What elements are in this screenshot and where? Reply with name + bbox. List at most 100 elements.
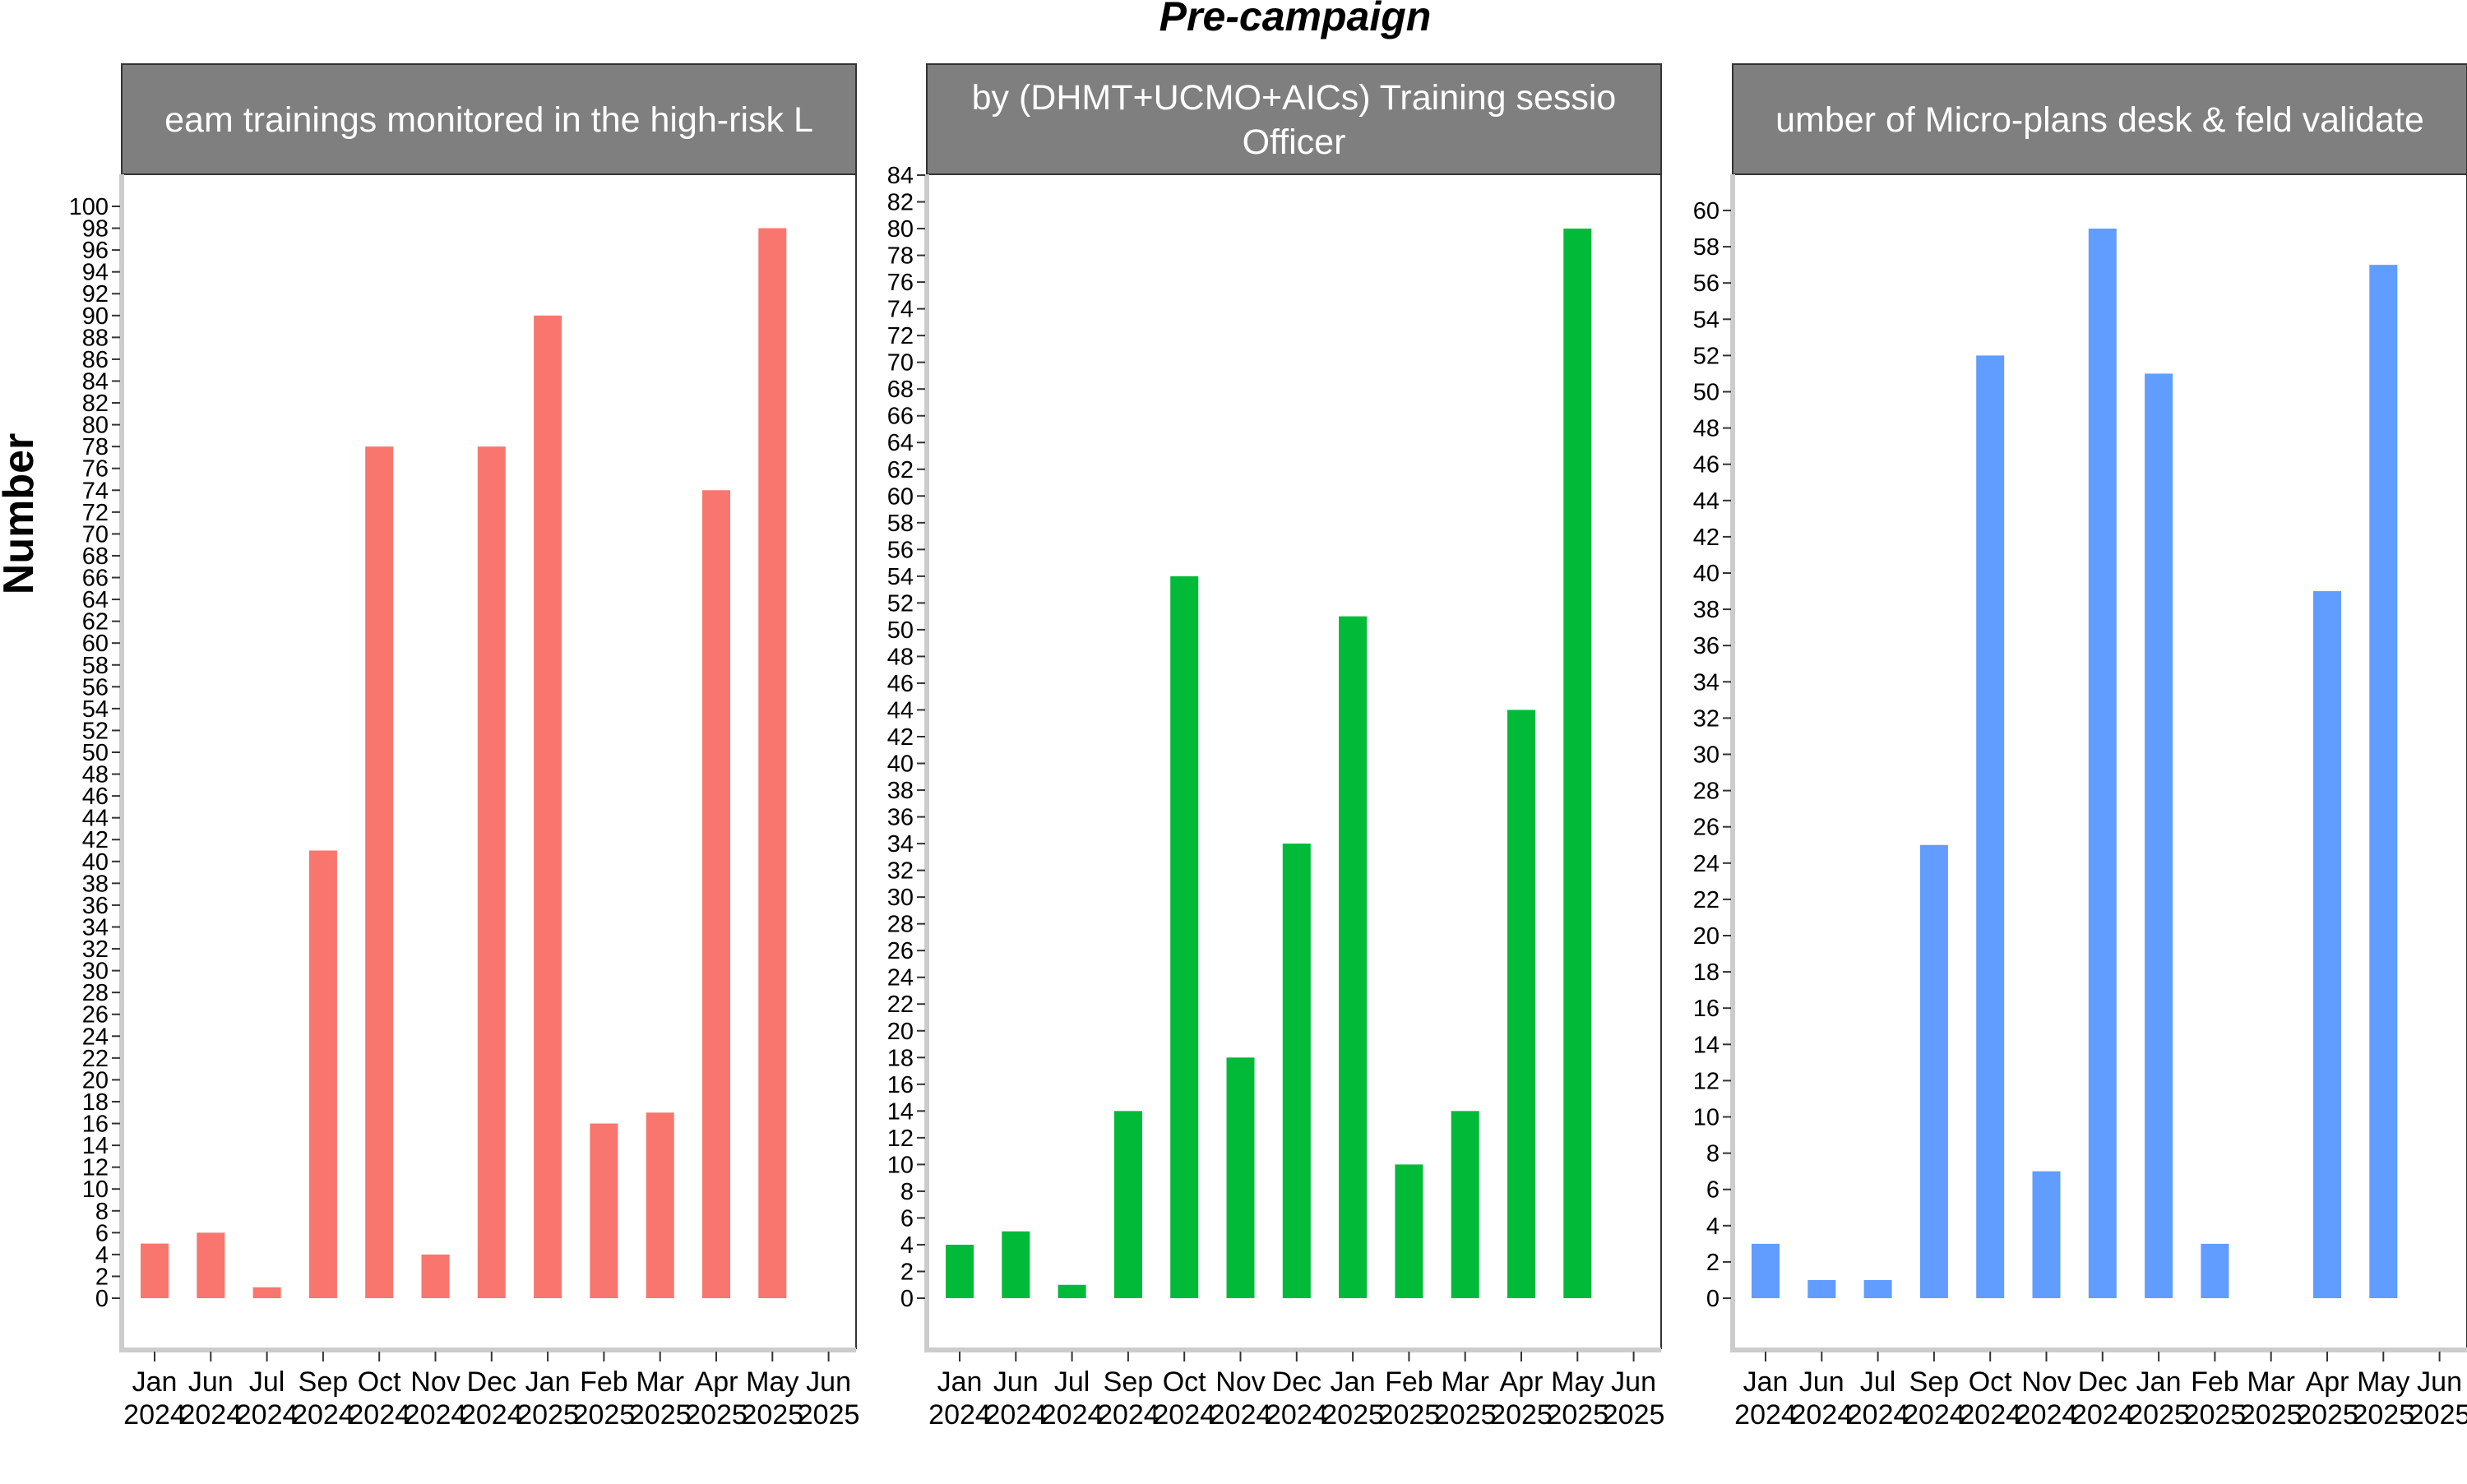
x-tick-label-year: 2024 [1153, 1399, 1215, 1431]
y-tick-label: 42 [82, 827, 109, 853]
y-tick-label: 40 [887, 751, 914, 778]
x-tick-label-month: Jan [2136, 1366, 2182, 1398]
bar-mar-2025 [1451, 1111, 1479, 1298]
y-tick-label: 68 [82, 543, 109, 570]
y-tick-label: 10 [887, 1152, 914, 1178]
bar-apr-2025 [1507, 710, 1535, 1298]
y-tick-label: 0 [95, 1286, 109, 1312]
bar-feb-2025 [1395, 1164, 1423, 1298]
y-tick-label: 28 [887, 912, 914, 938]
y-tick-label: 6 [95, 1220, 109, 1246]
x-tick-label-month: Nov [410, 1366, 460, 1398]
x-tick-label-year: 2025 [2352, 1399, 2414, 1431]
bar-jul-2024 [1058, 1284, 1086, 1298]
y-tick-label: 96 [82, 238, 109, 264]
x-tick-label-month: Dec [1272, 1366, 1321, 1398]
y-tick-label: 6 [900, 1205, 914, 1232]
x-tick-label-year: 2024 [1210, 1399, 1272, 1431]
y-tick-label: 78 [887, 243, 914, 270]
y-tick-label: 34 [887, 831, 914, 858]
x-tick-label-year: 2024 [1790, 1399, 1853, 1431]
y-tick-label: 50 [82, 740, 109, 766]
y-tick-label: 10 [1693, 1105, 1719, 1131]
y-tick-label: 46 [82, 784, 109, 810]
facet-strip-label: Officer [1243, 123, 1346, 162]
bar-sep-2024 [1113, 1111, 1142, 1298]
y-tick-label: 16 [1693, 996, 1719, 1022]
bar-nov-2024 [421, 1254, 450, 1298]
x-tick-label-year: 2025 [1490, 1399, 1553, 1431]
bar-jan-2025 [2145, 373, 2173, 1299]
y-tick-label: 22 [887, 992, 914, 1018]
y-tick-label: 74 [887, 297, 914, 323]
y-tick-label: 80 [887, 216, 914, 243]
y-tick-label: 54 [887, 564, 914, 590]
x-tick-label-month: Jun [993, 1366, 1039, 1398]
bar-nov-2024 [1226, 1057, 1255, 1298]
facet-panels: eam trainings monitored in the high-risk… [69, 63, 2467, 1431]
y-tick-label: 48 [887, 644, 914, 670]
bar-apr-2025 [702, 490, 730, 1298]
x-tick-label-month: Jan [1743, 1366, 1789, 1398]
y-tick-label: 60 [82, 631, 109, 657]
y-tick-label: 46 [887, 671, 914, 697]
x-tick-label-year: 2024 [348, 1399, 410, 1431]
y-tick-label: 52 [887, 590, 914, 617]
y-tick-label: 60 [1693, 198, 1719, 224]
y-tick-label: 62 [82, 609, 109, 636]
y-tick-label: 40 [1693, 561, 1719, 587]
facet-strip [926, 63, 1662, 175]
x-tick-label-year: 2024 [461, 1399, 523, 1431]
y-tick-label: 76 [82, 456, 109, 483]
y-tick-label: 32 [1693, 705, 1719, 732]
y-tick-label: 56 [82, 674, 109, 700]
x-tick-label-year: 2024 [1097, 1399, 1159, 1431]
x-tick-label-month: Oct [1163, 1366, 1206, 1398]
x-tick-label-year: 2024 [123, 1399, 186, 1431]
y-tick-label: 64 [82, 587, 109, 613]
x-tick-label-month: Dec [467, 1366, 516, 1398]
bar-may-2025 [1563, 229, 1592, 1298]
y-tick-label: 56 [887, 537, 914, 563]
x-tick-label-month: Dec [2078, 1366, 2127, 1398]
facet-panel-2: by (DHMT+UCMO+AICs) Training sessio Offic… [887, 63, 1664, 1431]
bar-oct-2024 [1976, 355, 2005, 1298]
x-tick-label-month: Apr [695, 1366, 738, 1398]
y-tick-label: 86 [82, 347, 109, 373]
y-tick-label: 32 [82, 936, 109, 963]
y-tick-label: 32 [887, 858, 914, 885]
bar-feb-2025 [590, 1123, 618, 1298]
x-tick-label-year: 2025 [2240, 1399, 2303, 1431]
y-tick-label: 22 [1693, 887, 1719, 913]
y-tick-label: 38 [82, 871, 109, 897]
y-tick-label: 42 [1693, 525, 1719, 551]
y-tick-label: 68 [887, 377, 914, 403]
x-tick-label-year: 2025 [1434, 1399, 1497, 1431]
bar-may-2025 [2369, 265, 2398, 1298]
x-tick-label-month: Mar [1441, 1366, 1489, 1398]
y-tick-label: 34 [82, 914, 109, 941]
x-tick-label-year: 2025 [2296, 1399, 2358, 1431]
x-tick-label-year: 2025 [1378, 1399, 1441, 1431]
bar-jan-2025 [1339, 616, 1368, 1298]
facet-panel-3: umber of Micro-plans desk & feld validat… [1693, 63, 2467, 1431]
y-tick-label: 54 [1693, 307, 1719, 333]
x-tick-label-year: 2024 [1041, 1399, 1104, 1431]
y-axis-label: Number [0, 433, 43, 594]
y-tick-label: 14 [1693, 1032, 1719, 1058]
y-tick-label: 18 [82, 1089, 109, 1116]
y-tick-label: 20 [1693, 923, 1719, 950]
y-tick-label: 20 [82, 1067, 109, 1093]
y-tick-label: 30 [887, 885, 914, 911]
y-tick-label: 30 [82, 959, 109, 985]
x-tick-label-year: 2025 [573, 1399, 636, 1431]
y-tick-label: 80 [82, 413, 109, 439]
x-tick-label-month: Jan [132, 1366, 178, 1398]
y-tick-label: 8 [900, 1179, 914, 1205]
bar-feb-2025 [2201, 1243, 2229, 1298]
x-tick-label-month: Oct [358, 1366, 401, 1398]
y-tick-label: 100 [69, 194, 109, 220]
y-tick-label: 72 [82, 500, 109, 526]
y-tick-label: 56 [1693, 270, 1719, 297]
